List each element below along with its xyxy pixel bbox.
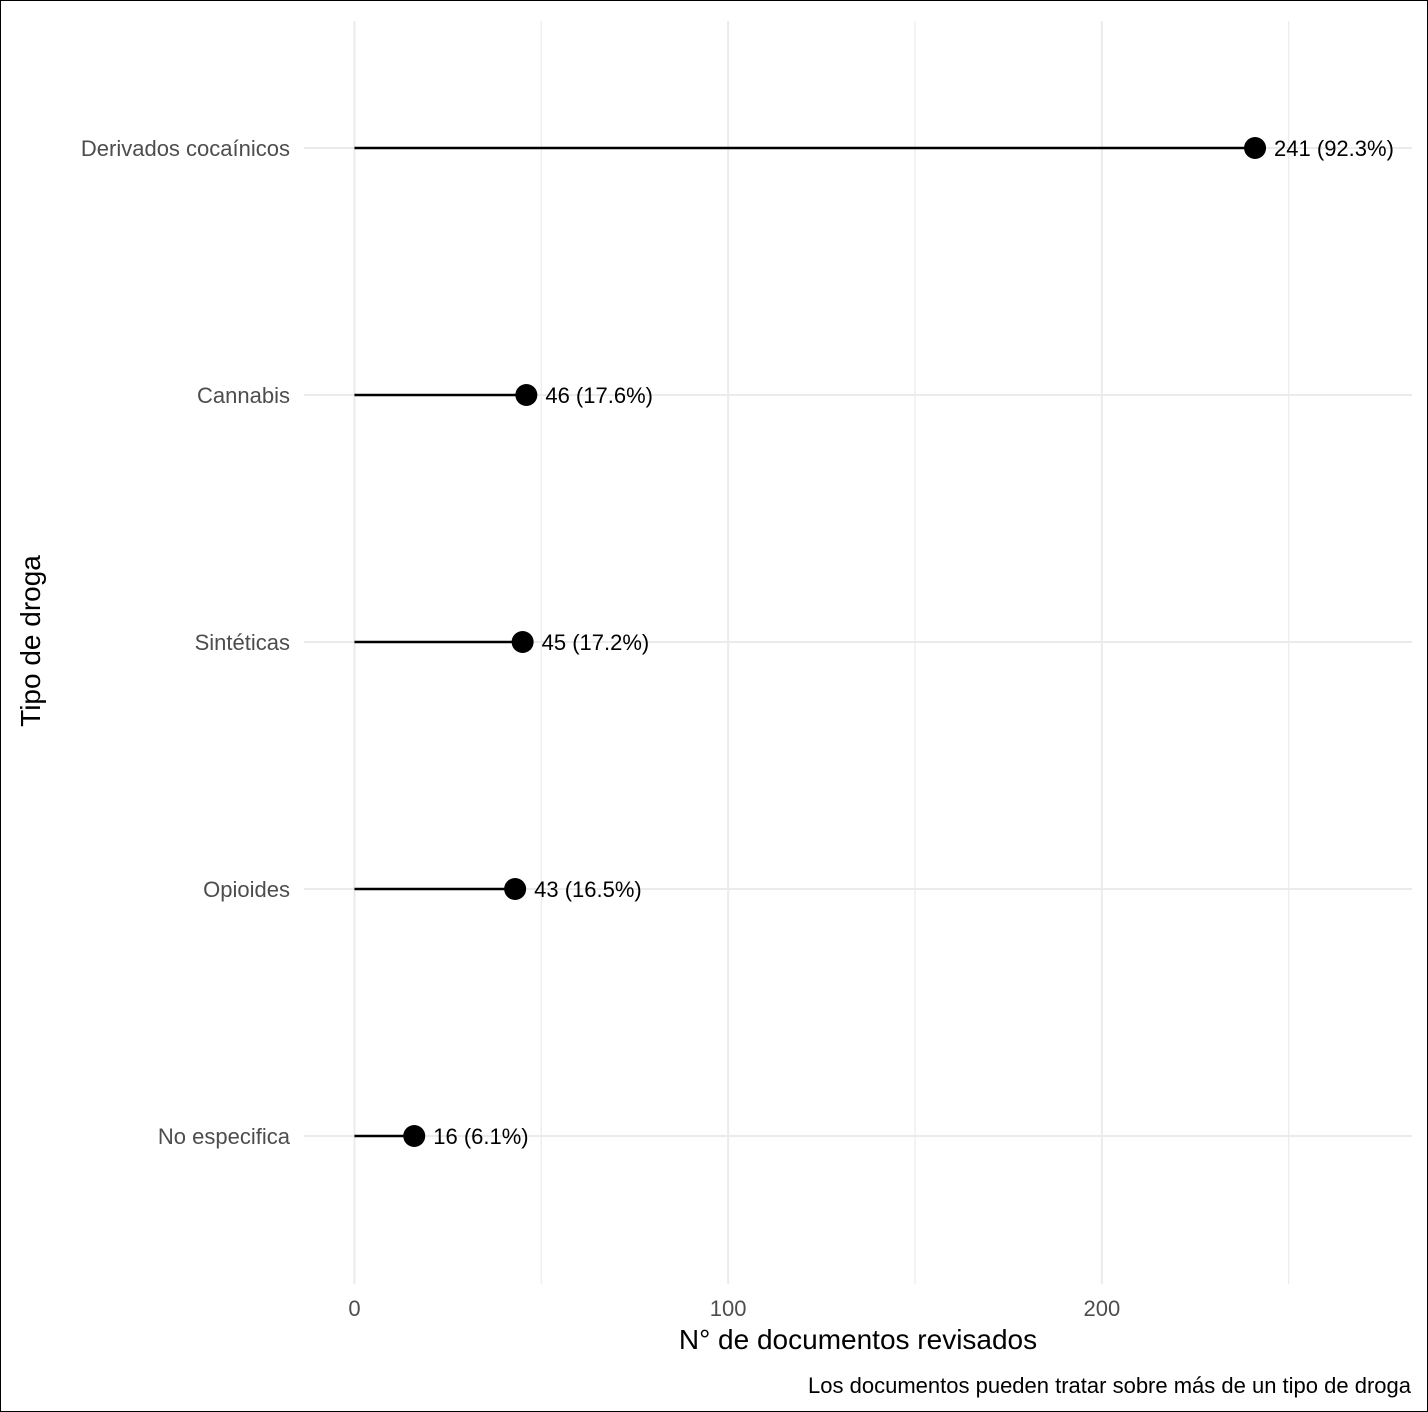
lollipop-point <box>511 631 534 653</box>
data-label: 16 (6.1%) <box>433 1124 528 1149</box>
data-label: 43 (16.5%) <box>534 877 642 902</box>
labels-layer: 0 100 200 Derivados cocaínicos Cannabis Sinté… <box>81 136 1394 1321</box>
lollipop-point <box>515 384 538 406</box>
lollipop-point <box>1244 137 1267 159</box>
marks-layer <box>354 137 1267 1147</box>
data-label: 241 (92.3%) <box>1274 136 1394 161</box>
y-tick-label: No especifica <box>158 1124 291 1149</box>
x-tick-label: 0 <box>348 1296 360 1321</box>
y-axis-title: Tipo de droga <box>15 555 46 727</box>
x-tick-label: 200 <box>1083 1296 1120 1321</box>
lollipop-point <box>403 1125 426 1147</box>
chart-caption: Los documentos pueden tratar sobre más d… <box>808 1373 1412 1398</box>
y-tick-label: Derivados cocaínicos <box>81 136 290 161</box>
data-label: 45 (17.2%) <box>542 630 650 655</box>
lollipop-point <box>504 878 527 900</box>
x-axis-title: N° de documentos revisados <box>679 1324 1037 1355</box>
y-tick-label: Opioides <box>203 877 290 902</box>
y-tick-label: Cannabis <box>197 383 290 408</box>
x-tick-label: 100 <box>710 1296 747 1321</box>
grid-layer <box>304 21 1412 1284</box>
data-label: 46 (17.6%) <box>545 383 653 408</box>
y-tick-label: Sintéticas <box>195 630 290 655</box>
